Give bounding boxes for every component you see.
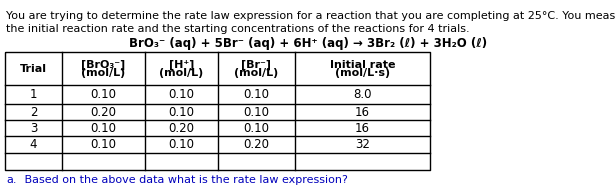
Text: (mol/L): (mol/L) xyxy=(234,68,278,78)
Text: 4: 4 xyxy=(30,138,37,151)
Text: 8.0: 8.0 xyxy=(353,88,371,101)
Text: 0.10: 0.10 xyxy=(91,122,116,134)
Text: Initial rate: Initial rate xyxy=(330,60,395,70)
Text: 16: 16 xyxy=(355,105,370,119)
Text: 2: 2 xyxy=(30,105,37,119)
Text: 0.20: 0.20 xyxy=(243,138,270,151)
Text: a.: a. xyxy=(6,175,17,185)
Text: 0.10: 0.10 xyxy=(91,88,116,101)
Text: [H⁺]: [H⁺] xyxy=(169,59,194,70)
Text: [BrO₃⁻]: [BrO₃⁻] xyxy=(81,59,126,70)
Text: (mol/L·s): (mol/L·s) xyxy=(335,68,390,78)
Text: 0.10: 0.10 xyxy=(243,122,270,134)
Text: 0.20: 0.20 xyxy=(169,122,195,134)
Text: BrO₃⁻ (aq) + 5Br⁻ (aq) + 6H⁺ (aq) → 3Br₂ (ℓ) + 3H₂O (ℓ): BrO₃⁻ (aq) + 5Br⁻ (aq) + 6H⁺ (aq) → 3Br₂… xyxy=(129,37,487,50)
Text: 1: 1 xyxy=(30,88,37,101)
Text: 0.10: 0.10 xyxy=(243,105,270,119)
Text: [Br⁻]: [Br⁻] xyxy=(241,59,272,70)
Text: 3: 3 xyxy=(30,122,37,134)
Text: Based on the above data what is the rate law expression?: Based on the above data what is the rate… xyxy=(14,175,348,185)
Text: You are trying to determine the rate law expression for a reaction that you are : You are trying to determine the rate law… xyxy=(6,11,616,21)
Text: 0.10: 0.10 xyxy=(169,105,195,119)
Text: 0.20: 0.20 xyxy=(91,105,116,119)
Text: 0.10: 0.10 xyxy=(91,138,116,151)
Text: 32: 32 xyxy=(355,138,370,151)
Text: the initial reaction rate and the starting concentrations of the reactions for 4: the initial reaction rate and the starti… xyxy=(6,24,469,34)
Text: 16: 16 xyxy=(355,122,370,134)
Text: Trial: Trial xyxy=(20,63,47,73)
Text: 0.10: 0.10 xyxy=(243,88,270,101)
Text: (mol/L): (mol/L) xyxy=(160,68,204,78)
Text: (mol/L): (mol/L) xyxy=(81,68,126,78)
Text: 0.10: 0.10 xyxy=(169,88,195,101)
Text: 0.10: 0.10 xyxy=(169,138,195,151)
